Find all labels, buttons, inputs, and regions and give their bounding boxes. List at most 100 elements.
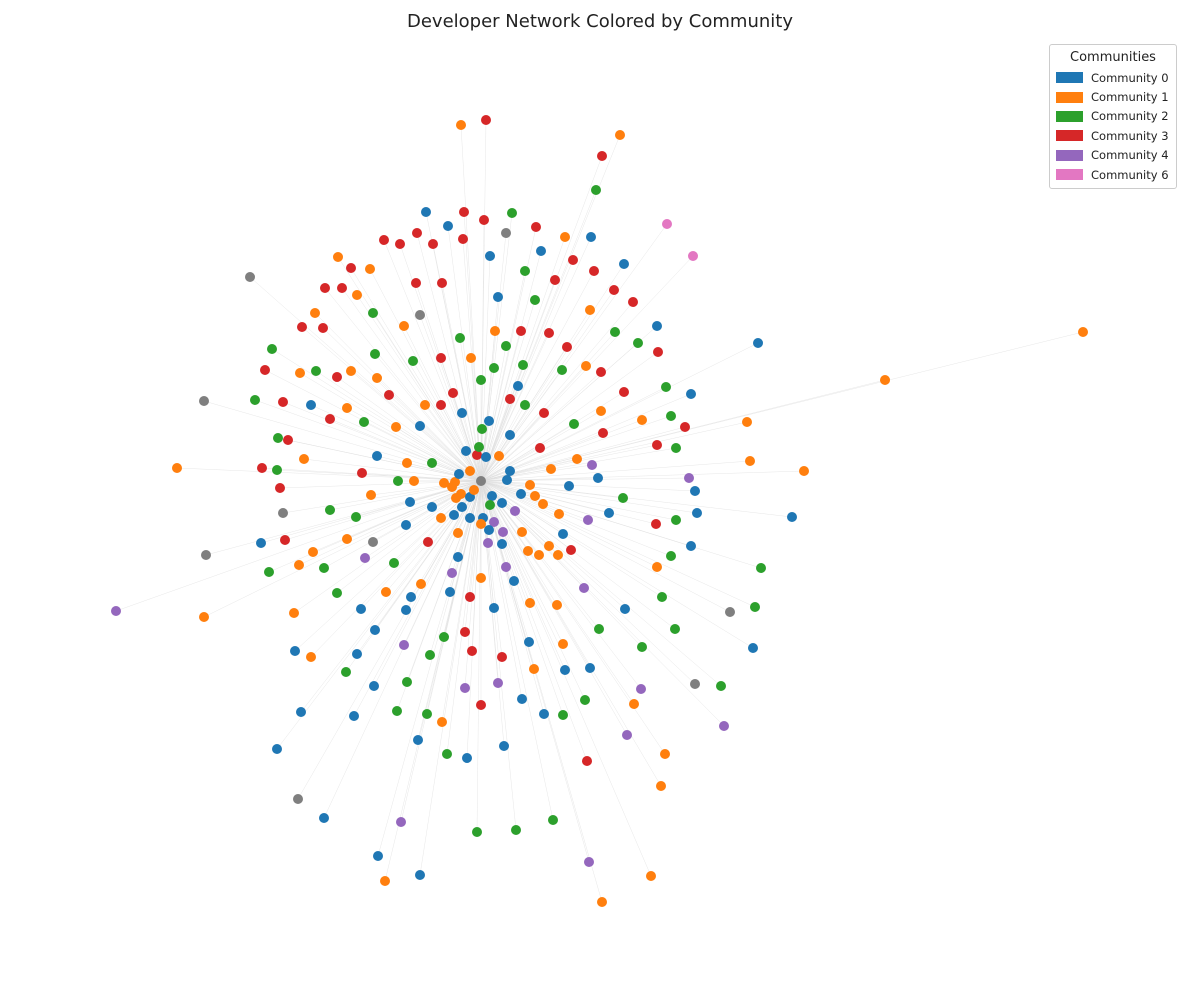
node-community-0 (349, 711, 359, 721)
edge (480, 398, 511, 482)
node-community-1 (333, 252, 343, 262)
edge (374, 353, 482, 482)
node-community-4 (719, 721, 729, 731)
node-community-2 (485, 500, 495, 510)
node-community-0 (406, 592, 416, 602)
node-community-4 (498, 527, 508, 537)
edge (480, 301, 634, 482)
node-community-0 (319, 813, 329, 823)
edge (405, 480, 482, 526)
node-community-3 (448, 388, 458, 398)
node-other (368, 537, 378, 547)
edge (276, 480, 482, 750)
node-community-3 (589, 266, 599, 276)
edge (480, 480, 676, 630)
edge (480, 480, 672, 557)
edge (480, 480, 658, 568)
node-community-2 (427, 458, 437, 468)
node-community-2 (716, 681, 726, 691)
node-community-3 (479, 215, 489, 225)
legend-item-community-3: Community 3 (1056, 126, 1170, 145)
node-community-0 (619, 259, 629, 269)
edge (480, 259, 574, 482)
node-community-2 (671, 443, 681, 453)
edge (480, 332, 550, 482)
node-community-1 (544, 541, 554, 551)
legend-label: Community 4 (1091, 148, 1169, 163)
edge (480, 480, 657, 525)
edge (447, 225, 482, 482)
node-community-0 (369, 681, 379, 691)
node-community-3 (476, 700, 486, 710)
legend-label: Community 1 (1091, 90, 1169, 105)
node-community-0 (686, 541, 696, 551)
node-other (201, 550, 211, 560)
edge (287, 439, 482, 482)
node-community-0 (356, 604, 366, 614)
node-community-3 (357, 468, 367, 478)
node-community-1 (745, 456, 755, 466)
node-community-3 (598, 428, 608, 438)
node-community-2 (666, 551, 676, 561)
node-community-2 (351, 512, 361, 522)
node-community-3 (566, 545, 576, 555)
node-other (199, 396, 209, 406)
node-community-1 (365, 264, 375, 274)
node-community-3 (460, 627, 470, 637)
node-community-4 (636, 684, 646, 694)
edge (480, 412, 545, 482)
node-community-2 (422, 709, 432, 719)
node-community-1 (306, 652, 316, 662)
node-community-1 (538, 499, 548, 509)
node-community-3 (318, 323, 328, 333)
node-community-3 (652, 440, 662, 450)
node-community-2 (477, 424, 487, 434)
node-community-0 (620, 604, 630, 614)
edge (460, 124, 482, 482)
node-community-1 (437, 717, 447, 727)
node-community-2 (408, 356, 418, 366)
node-community-1 (342, 403, 352, 413)
node-community-0 (487, 491, 497, 501)
node-community-3 (412, 228, 422, 238)
edge (480, 189, 597, 482)
edge (480, 426, 686, 482)
node-other (501, 228, 511, 238)
node-community-0 (427, 502, 437, 512)
edge (312, 480, 482, 553)
node-community-0 (516, 489, 526, 499)
legend-swatch (1056, 91, 1083, 103)
legend-item-community-2: Community 2 (1056, 107, 1170, 126)
legend-item-community-4: Community 4 (1056, 146, 1170, 165)
node-community-3 (582, 756, 592, 766)
edge (370, 480, 482, 496)
node-community-1 (299, 454, 309, 464)
node-community-2 (548, 815, 558, 825)
node-community-2 (530, 295, 540, 305)
edge (322, 327, 482, 482)
node-community-3 (619, 387, 629, 397)
edge (377, 480, 482, 857)
node-community-0 (372, 451, 382, 461)
node-other (293, 794, 303, 804)
node-community-0 (457, 408, 467, 418)
node-community-1 (546, 464, 556, 474)
node-community-3 (280, 535, 290, 545)
node-community-0 (272, 744, 282, 754)
node-community-4 (111, 606, 121, 616)
node-community-0 (462, 753, 472, 763)
node-community-0 (405, 497, 415, 507)
node-community-1 (629, 699, 639, 709)
edge (480, 325, 658, 482)
edge (480, 393, 692, 482)
node-community-2 (637, 642, 647, 652)
node-community-0 (690, 486, 700, 496)
node-community-2 (557, 365, 567, 375)
node-community-0 (787, 512, 797, 522)
edge (480, 477, 690, 482)
node-community-3 (516, 326, 526, 336)
node-community-1 (342, 534, 352, 544)
node-community-2 (272, 465, 282, 475)
node-community-3 (337, 283, 347, 293)
